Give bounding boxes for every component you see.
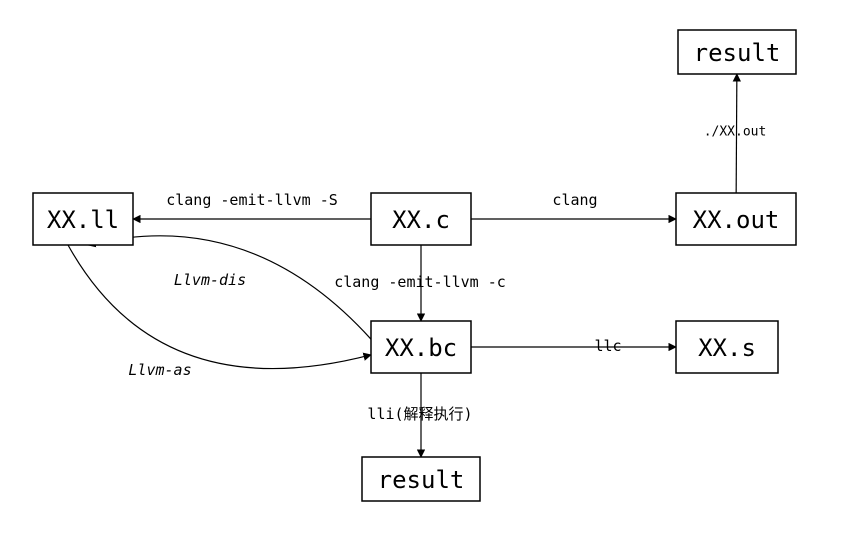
edge-label-xx_bc-xx_s: llc	[594, 337, 621, 355]
edge-label-xx_bc-result_bot: lli(解释执行)	[367, 405, 472, 423]
node-label-xx_out: XX.out	[693, 206, 780, 234]
node-label-result_top: result	[694, 39, 781, 67]
node-label-xx_bc: XX.bc	[385, 334, 457, 362]
edge-label-xx_out-result_top: ./XX.out	[704, 125, 767, 140]
node-label-result_bot: result	[378, 466, 465, 494]
edge-label-xx_c-xx_ll: clang -emit-llvm -S	[166, 191, 338, 209]
node-label-xx_c: XX.c	[392, 206, 450, 234]
edge-label-xx_bc-xx_ll: Llvm-dis	[174, 271, 246, 289]
node-label-xx_ll: XX.ll	[47, 206, 119, 234]
edge-label-xx_ll-xx_bc: Llvm-as	[128, 361, 191, 379]
node-label-xx_s: XX.s	[698, 334, 756, 362]
edge-xx_ll-to-xx_bc	[68, 245, 371, 369]
edge-label-xx_c-xx_out: clang	[552, 191, 597, 209]
edge-label-xx_c-xx_bc: clang -emit-llvm -c	[334, 273, 506, 291]
